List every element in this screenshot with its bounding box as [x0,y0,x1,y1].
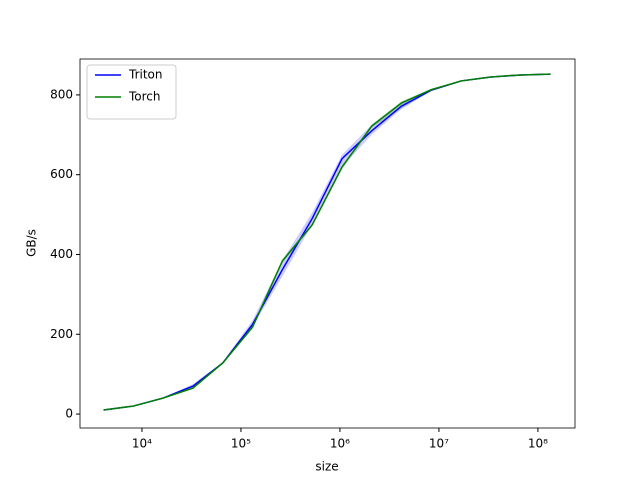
y-tick-label: 800 [50,87,73,101]
legend-label: Torch [128,90,161,104]
series-line [103,73,551,411]
band [103,73,551,411]
y-tick-label: 600 [50,167,73,181]
x-tick-label: 10⁴ [132,437,152,451]
x-axis-label: size [315,460,338,474]
x-tick-label: 10⁶ [330,437,350,451]
y-tick-label: 200 [50,327,73,341]
y-axis-label: GB/s [25,229,39,257]
x-tick-label: 10⁷ [429,437,449,451]
axes-frame [79,58,576,429]
y-tick-label: 0 [65,407,73,421]
band [103,73,551,411]
y-tick-label: 400 [50,247,73,261]
legend-label: Triton [128,68,163,82]
x-tick-label: 10⁵ [231,437,251,451]
x-tick-label: 10⁸ [528,437,548,451]
legend-box [86,64,177,120]
series-line [103,73,551,411]
